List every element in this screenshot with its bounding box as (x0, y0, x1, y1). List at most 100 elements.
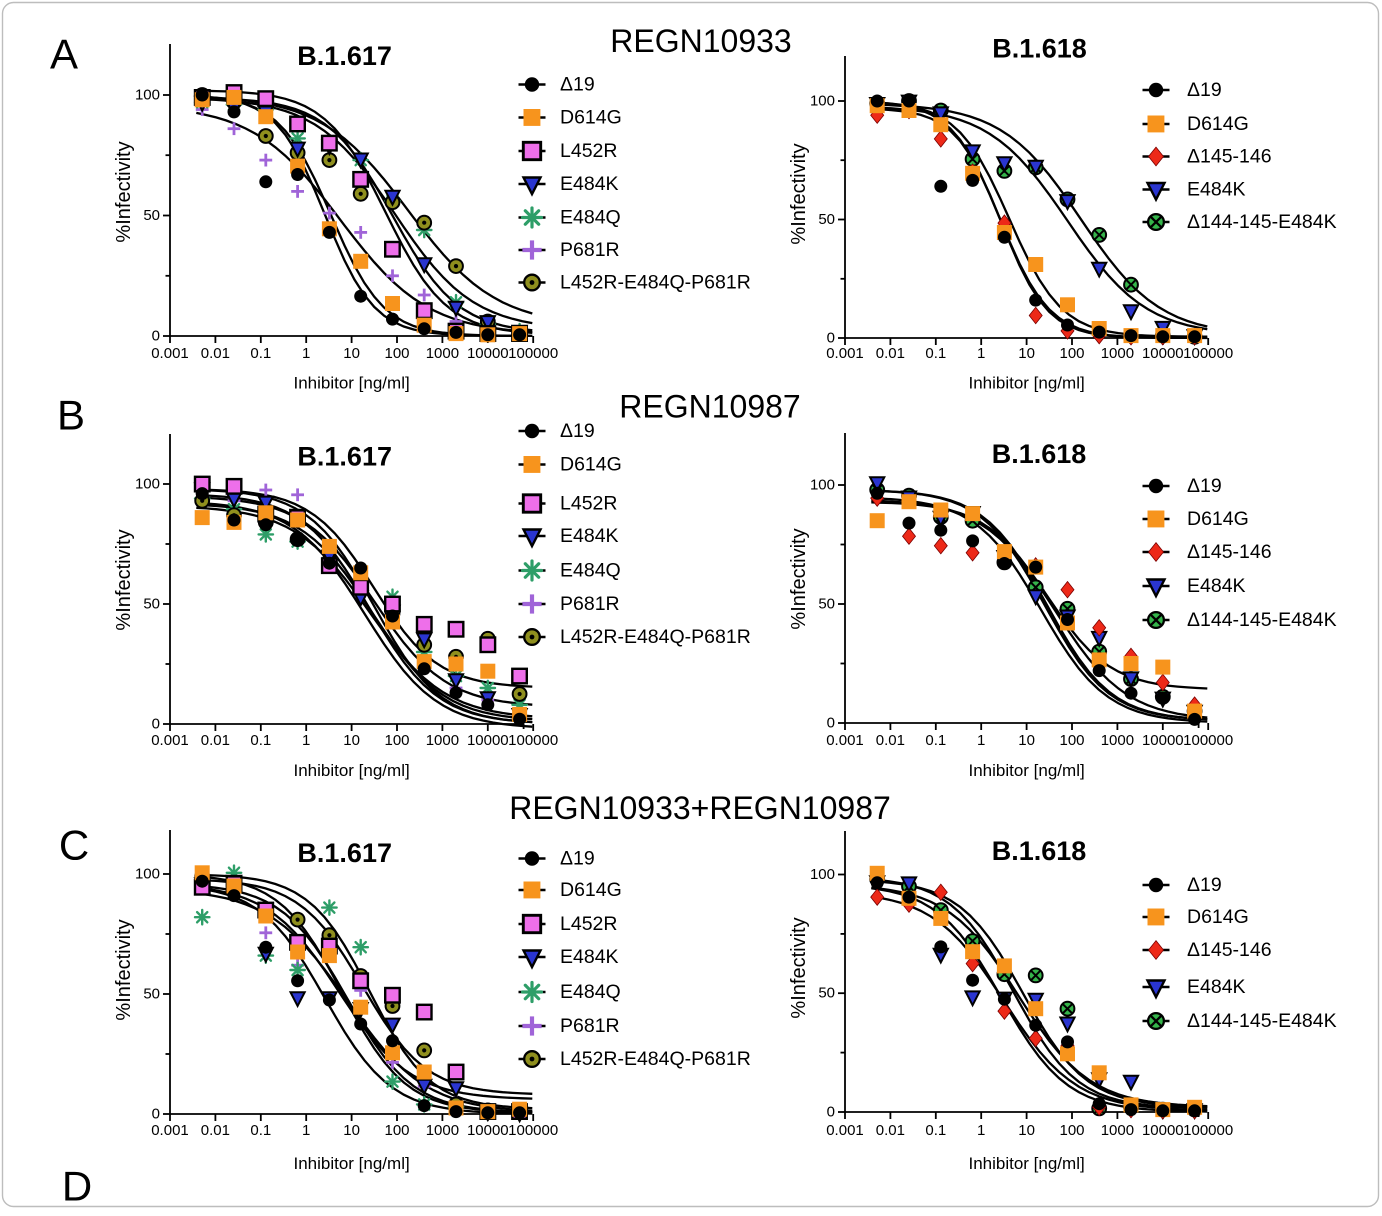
svg-text:10: 10 (343, 732, 360, 749)
svg-text:0.001: 0.001 (826, 732, 864, 749)
svg-text:100: 100 (384, 345, 409, 362)
svg-text:100: 100 (810, 93, 835, 110)
svg-text:100: 100 (810, 477, 835, 494)
svg-text:0: 0 (152, 1106, 160, 1123)
svg-text:50: 50 (143, 596, 160, 613)
svg-text:10000: 10000 (1142, 732, 1184, 749)
svg-text:1000: 1000 (426, 345, 459, 362)
svg-text:E484K: E484K (560, 173, 619, 195)
svg-text:100000: 100000 (1183, 1122, 1233, 1139)
svg-text:D614G: D614G (560, 107, 622, 129)
svg-text:1: 1 (302, 732, 310, 749)
svg-text:B: B (57, 392, 85, 439)
svg-text:REGN10987: REGN10987 (619, 389, 800, 425)
svg-text:50: 50 (143, 986, 160, 1003)
svg-text:1000: 1000 (1101, 345, 1134, 362)
svg-text:L452R-E484Q-P681R: L452R-E484Q-P681R (560, 272, 751, 294)
svg-text:Δ19: Δ19 (560, 848, 595, 870)
svg-text:0.1: 0.1 (925, 732, 946, 749)
svg-text:1: 1 (302, 345, 310, 362)
svg-text:Inhibitor [ng/ml]: Inhibitor [ng/ml] (968, 1154, 1084, 1173)
svg-text:D: D (62, 1163, 92, 1210)
svg-text:0.001: 0.001 (826, 1122, 864, 1139)
svg-text:1000: 1000 (426, 1122, 459, 1139)
svg-text:100000: 100000 (508, 1122, 558, 1139)
svg-text:%Infectivity: %Infectivity (113, 919, 135, 1020)
svg-text:50: 50 (818, 596, 835, 613)
svg-text:100: 100 (135, 866, 160, 883)
svg-text:0: 0 (827, 1104, 835, 1121)
svg-text:100: 100 (810, 866, 835, 883)
svg-text:B.1.618: B.1.618 (992, 439, 1087, 469)
svg-text:0.001: 0.001 (151, 345, 189, 362)
svg-text:A: A (50, 31, 78, 78)
svg-text:%Infectivity: %Infectivity (113, 529, 135, 630)
svg-text:L452R: L452R (560, 913, 617, 935)
svg-text:1000: 1000 (1101, 732, 1134, 749)
svg-text:%Infectivity: %Infectivity (113, 141, 135, 242)
svg-text:%Infectivity: %Infectivity (788, 528, 810, 629)
svg-text:Δ19: Δ19 (560, 420, 595, 442)
svg-text:E484K: E484K (1187, 575, 1246, 597)
svg-text:Δ144-145-E484K: Δ144-145-E484K (1187, 1010, 1337, 1032)
svg-text:0.01: 0.01 (876, 345, 905, 362)
svg-text:100000: 100000 (1183, 732, 1233, 749)
svg-text:L452R-E484Q-P681R: L452R-E484Q-P681R (560, 626, 751, 648)
svg-text:Inhibitor [ng/ml]: Inhibitor [ng/ml] (293, 374, 409, 393)
svg-text:L452R-E484Q-P681R: L452R-E484Q-P681R (560, 1048, 751, 1070)
svg-text:B.1.617: B.1.617 (297, 838, 392, 868)
svg-text:0.01: 0.01 (201, 345, 230, 362)
svg-text:0.1: 0.1 (250, 732, 271, 749)
svg-text:100: 100 (384, 1122, 409, 1139)
svg-text:Inhibitor [ng/ml]: Inhibitor [ng/ml] (968, 374, 1084, 393)
svg-text:0: 0 (827, 330, 835, 347)
svg-text:E484K: E484K (1187, 976, 1246, 998)
svg-text:0.001: 0.001 (151, 732, 189, 749)
svg-text:Δ145-146: Δ145-146 (1187, 146, 1272, 168)
svg-text:%Infectivity: %Infectivity (788, 917, 810, 1018)
svg-text:Δ19: Δ19 (1187, 475, 1222, 497)
svg-text:10000: 10000 (1142, 1122, 1184, 1139)
svg-text:10000: 10000 (467, 1122, 509, 1139)
svg-text:0.1: 0.1 (250, 1122, 271, 1139)
svg-text:1: 1 (977, 732, 985, 749)
svg-text:10: 10 (343, 345, 360, 362)
svg-text:50: 50 (143, 207, 160, 224)
svg-text:Δ144-145-E484K: Δ144-145-E484K (1187, 211, 1337, 233)
svg-text:B.1.618: B.1.618 (992, 34, 1087, 64)
svg-text:100: 100 (135, 476, 160, 493)
svg-text:100: 100 (1059, 732, 1084, 749)
svg-text:0: 0 (152, 716, 160, 733)
svg-text:Inhibitor [ng/ml]: Inhibitor [ng/ml] (293, 1154, 409, 1173)
svg-text:100000: 100000 (1183, 345, 1233, 362)
svg-text:B.1.617: B.1.617 (297, 41, 392, 71)
svg-text:10: 10 (1018, 345, 1035, 362)
svg-text:100: 100 (1059, 1122, 1084, 1139)
svg-text:0: 0 (827, 715, 835, 732)
svg-text:1: 1 (977, 1122, 985, 1139)
svg-text:1: 1 (302, 1122, 310, 1139)
svg-text:100: 100 (1059, 345, 1084, 362)
svg-text:100: 100 (384, 732, 409, 749)
svg-text:Δ145-146: Δ145-146 (1187, 541, 1272, 563)
svg-text:1000: 1000 (1101, 1122, 1134, 1139)
svg-text:0.001: 0.001 (826, 345, 864, 362)
svg-text:50: 50 (818, 211, 835, 228)
svg-text:Δ144-145-E484K: Δ144-145-E484K (1187, 609, 1337, 631)
svg-text:D614G: D614G (1187, 906, 1249, 928)
svg-text:L452R: L452R (560, 140, 617, 162)
svg-text:B.1.618: B.1.618 (992, 836, 1087, 866)
svg-text:0.001: 0.001 (151, 1122, 189, 1139)
svg-text:Δ19: Δ19 (1187, 874, 1222, 896)
svg-text:0.1: 0.1 (925, 345, 946, 362)
svg-text:Δ19: Δ19 (560, 74, 595, 96)
svg-text:10000: 10000 (467, 345, 509, 362)
svg-text:10: 10 (343, 1122, 360, 1139)
svg-text:Inhibitor [ng/ml]: Inhibitor [ng/ml] (968, 761, 1084, 780)
svg-text:0: 0 (152, 328, 160, 345)
svg-text:D614G: D614G (1187, 113, 1249, 135)
svg-text:1000: 1000 (426, 732, 459, 749)
svg-text:100000: 100000 (508, 732, 558, 749)
svg-text:0.01: 0.01 (876, 732, 905, 749)
svg-text:E484Q: E484Q (560, 207, 621, 229)
